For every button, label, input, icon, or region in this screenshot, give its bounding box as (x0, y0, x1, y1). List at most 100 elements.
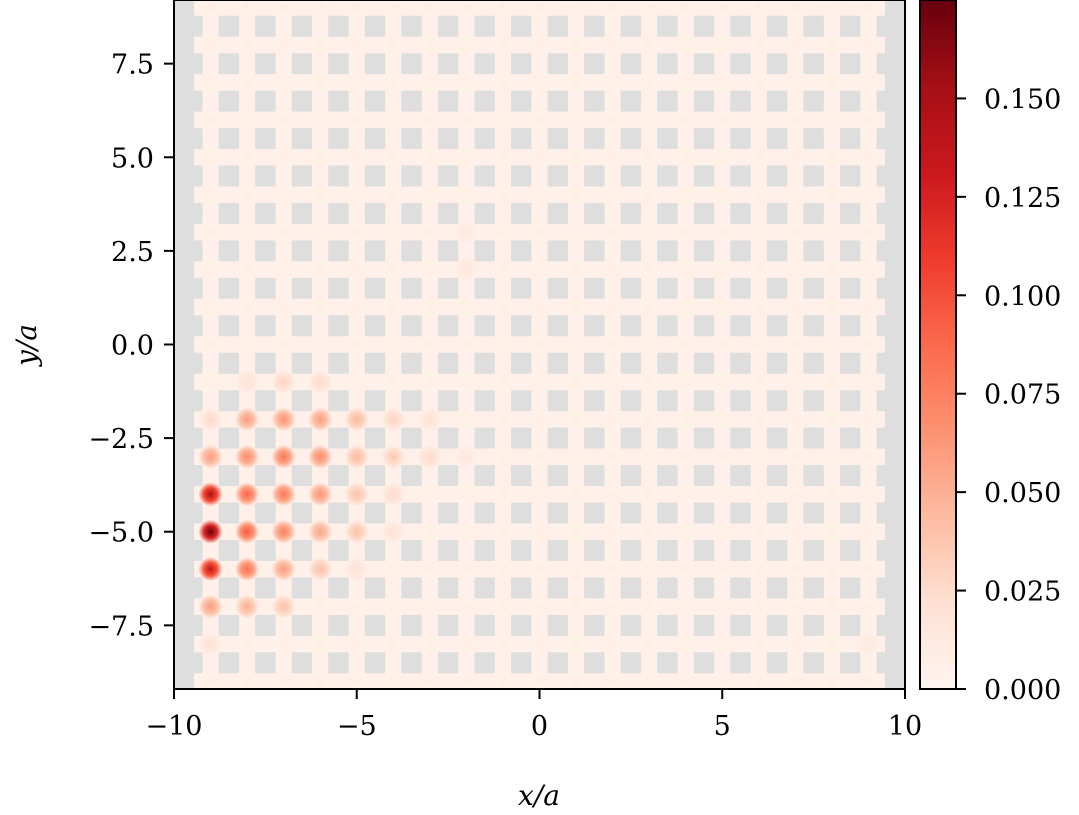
lattice-site (673, 182, 698, 207)
lattice-site (271, 332, 296, 357)
lattice-site (271, 557, 296, 582)
lattice-site (527, 369, 552, 394)
lattice-site (564, 220, 589, 245)
lattice-site (198, 519, 223, 544)
colorbar-ticks: 0.000 0.025 0.050 0.075 0.100 0.125 0.150 (956, 84, 1061, 706)
lattice-site (600, 519, 625, 544)
lattice-site (417, 220, 442, 245)
lattice-site (308, 669, 333, 689)
lattice-site (490, 257, 515, 282)
lattice-site (308, 32, 333, 57)
lattice-site (710, 369, 735, 394)
lattice-site (637, 220, 662, 245)
lattice-site (381, 295, 406, 320)
lattice-site (637, 107, 662, 132)
lattice-site (381, 145, 406, 170)
lattice-site (344, 32, 369, 57)
lattice-site (490, 444, 515, 469)
lattice-site (600, 632, 625, 657)
lattice-site (454, 32, 479, 57)
lattice-site (783, 557, 808, 582)
lattice-site (490, 557, 515, 582)
lattice-site (490, 70, 515, 95)
lattice-site (381, 557, 406, 582)
lattice-site (198, 369, 223, 394)
lattice-site (746, 0, 771, 20)
lattice-site (637, 557, 662, 582)
lattice-site (527, 594, 552, 619)
lattice-site (637, 369, 662, 394)
lattice-site (637, 519, 662, 544)
lattice-site (637, 444, 662, 469)
lattice-site (527, 220, 552, 245)
lattice-site (271, 407, 296, 432)
lattice-site (308, 482, 333, 507)
lattice-site (673, 669, 698, 689)
lattice-site (600, 220, 625, 245)
lattice-site (637, 669, 662, 689)
lattice-site (746, 332, 771, 357)
lattice-site (746, 519, 771, 544)
lattice-site (819, 220, 844, 245)
lattice-site (454, 145, 479, 170)
lattice-site (710, 594, 735, 619)
lattice-site (746, 632, 771, 657)
lattice-site (344, 482, 369, 507)
lattice-site (856, 0, 881, 20)
lattice-site (564, 407, 589, 432)
lattice-site (783, 257, 808, 282)
lattice-site (746, 107, 771, 132)
lattice-site (417, 182, 442, 207)
lattice-site (710, 332, 735, 357)
lattice-site (710, 107, 735, 132)
lattice-site (527, 32, 552, 57)
lattice-site (819, 519, 844, 544)
lattice-site (235, 182, 260, 207)
lattice-site (417, 145, 442, 170)
lattice-site (564, 32, 589, 57)
lattice-site (819, 107, 844, 132)
lattice-site (308, 70, 333, 95)
lattice-site (673, 407, 698, 432)
lattice-site (673, 369, 698, 394)
lattice-site (235, 145, 260, 170)
lattice-site (308, 332, 333, 357)
lattice-site (710, 519, 735, 544)
lattice-site (235, 369, 260, 394)
lattice-site (527, 145, 552, 170)
lattice-site (564, 632, 589, 657)
lattice-site (417, 519, 442, 544)
lattice-site (381, 594, 406, 619)
lattice-site (746, 407, 771, 432)
lattice-site (783, 145, 808, 170)
lattice-site (600, 594, 625, 619)
colorbar-tick-label: 0.050 (984, 478, 1061, 509)
lattice-site (454, 257, 479, 282)
lattice-site (308, 519, 333, 544)
lattice-site (271, 0, 296, 20)
colorbar-tick-label: 0.150 (984, 84, 1061, 115)
lattice-site (490, 407, 515, 432)
lattice-site (819, 444, 844, 469)
lattice-site (564, 0, 589, 20)
lattice-site (746, 70, 771, 95)
lattice-site (235, 669, 260, 689)
lattice-site (856, 407, 881, 432)
lattice-site (235, 257, 260, 282)
lattice-site (198, 182, 223, 207)
lattice-site (235, 295, 260, 320)
lattice-site (198, 482, 223, 507)
lattice-site (235, 107, 260, 132)
lattice-site (490, 145, 515, 170)
lattice-site (856, 295, 881, 320)
lattice-site (600, 257, 625, 282)
lattice-site (198, 145, 223, 170)
lattice-site (308, 295, 333, 320)
lattice-site (417, 369, 442, 394)
lattice-site (637, 632, 662, 657)
lattice-site (600, 0, 625, 20)
lattice-site (783, 107, 808, 132)
lattice-site (417, 407, 442, 432)
lattice-site (381, 257, 406, 282)
lattice-site (381, 407, 406, 432)
